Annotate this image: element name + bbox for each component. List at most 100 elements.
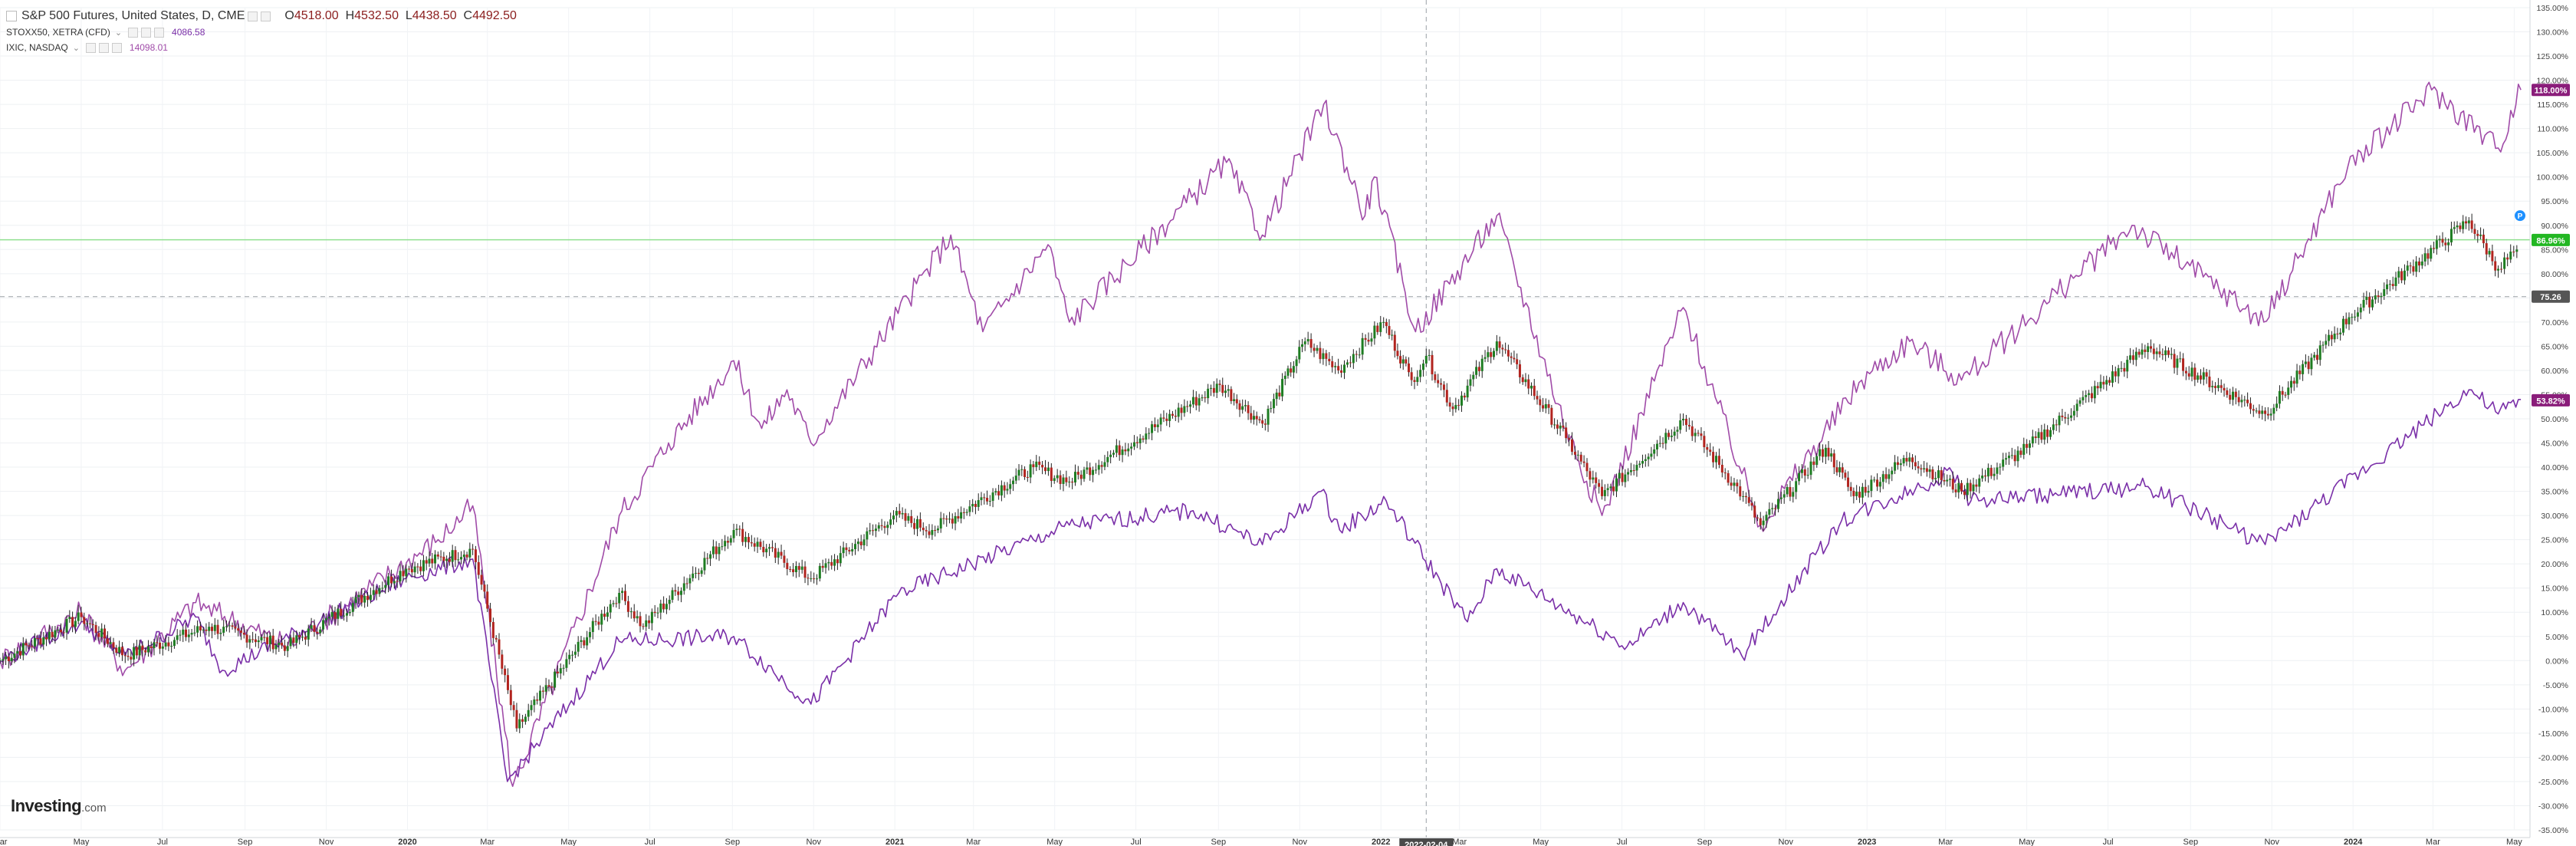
candle-body: [656, 612, 659, 614]
candle-body: [1733, 482, 1736, 486]
y-tick-label: 20.00%: [2541, 560, 2568, 569]
candle-body: [7, 657, 10, 662]
candle-body: [2362, 300, 2365, 308]
y-tick-label: 70.00%: [2541, 318, 2568, 328]
candle-body: [2281, 390, 2284, 395]
candle-body: [2356, 312, 2359, 317]
settings-icon[interactable]: [248, 11, 258, 21]
candle-body: [1573, 451, 1576, 455]
candle-body: [1867, 491, 1870, 493]
candle-body: [1466, 385, 1469, 398]
candle-body: [1191, 397, 1194, 405]
candle-body: [880, 525, 883, 526]
candle-body: [1803, 469, 1806, 476]
candle-body: [343, 615, 346, 617]
candle-body: [1151, 424, 1154, 433]
candle-body: [1319, 347, 1322, 360]
x-tick-label: 2020: [398, 838, 416, 846]
candle-body: [1346, 362, 1349, 365]
candle-body: [97, 633, 100, 637]
legend-stoxx-symbol[interactable]: STOXX50, XETRA (CFD): [6, 27, 110, 38]
candle-body: [1844, 472, 1847, 478]
candle-body: [286, 646, 289, 651]
candle-body: [2237, 397, 2240, 403]
candle-body: [2406, 265, 2409, 271]
candle-body: [1679, 420, 1682, 430]
candle-body: [504, 668, 507, 676]
candle-body: [1516, 359, 1519, 364]
close-icon[interactable]: [111, 42, 122, 53]
candle-body: [1609, 486, 1612, 489]
candle-body: [818, 565, 821, 579]
candle-body: [1207, 388, 1210, 399]
candle-body: [833, 559, 836, 566]
candle-body: [1510, 356, 1513, 358]
legend-main-symbol[interactable]: S&P 500 Futures, United States, D, CME: [21, 9, 245, 22]
candle-body: [1835, 467, 1838, 472]
candle-body: [901, 512, 904, 515]
candle-body: [2096, 386, 2099, 389]
candle-body: [91, 624, 94, 625]
candle-body: [1194, 397, 1198, 406]
y-tick-label: 115.00%: [2537, 100, 2568, 110]
candle-body: [1595, 477, 1598, 483]
candle-body: [1385, 321, 1388, 327]
candle-body: [1437, 380, 1440, 383]
candle-body: [2234, 391, 2237, 397]
candle-body: [571, 654, 574, 656]
candle-body: [161, 646, 164, 649]
candle-body: [1676, 430, 1679, 432]
candle-body: [668, 600, 671, 604]
candle-body: [910, 515, 913, 523]
candle-body: [1946, 479, 1949, 482]
chevron-down-icon[interactable]: ⌄: [72, 43, 80, 53]
candle-body: [1495, 341, 1498, 351]
x-tick-label: 2022: [1372, 838, 1390, 846]
candle-body: [1272, 399, 1275, 409]
candle-body: [439, 556, 442, 558]
legend-stoxx-row[interactable]: STOXX50, XETRA (CFD) ⌄ 4086.58: [6, 25, 517, 40]
candle-body: [1943, 479, 1946, 482]
candle-body: [1364, 337, 1367, 340]
y-tick-label: 0.00%: [2545, 657, 2568, 666]
candle-body: [1647, 456, 1650, 459]
visibility-icon[interactable]: [85, 42, 96, 53]
settings-icon[interactable]: [141, 27, 152, 38]
visibility-icon[interactable]: [128, 27, 139, 38]
candle-body: [1127, 448, 1130, 452]
low-label: L: [405, 9, 412, 22]
visibility-toggle-icon[interactable]: [6, 11, 17, 21]
candle-body: [106, 638, 109, 644]
candle-body: [1849, 486, 1852, 491]
candle-body: [591, 621, 594, 633]
candle-body: [2088, 393, 2091, 396]
candle-body: [1186, 406, 1189, 407]
candle-body: [1917, 466, 1920, 469]
candle-body: [913, 522, 916, 529]
candle-body: [1210, 387, 1213, 389]
settings-icon[interactable]: [98, 42, 109, 53]
candle-body: [1238, 403, 1241, 410]
candle-body: [1931, 469, 1934, 479]
chevron-down-icon[interactable]: ⌄: [114, 28, 123, 38]
candle-body: [1632, 470, 1635, 472]
candle-body: [1024, 469, 1027, 477]
candle-body: [10, 657, 13, 662]
candle-body: [726, 541, 729, 543]
candle-body: [1655, 443, 1658, 449]
candle-body: [729, 538, 732, 543]
candle-body: [544, 685, 547, 692]
candle-body: [54, 630, 57, 637]
legend-main-row[interactable]: S&P 500 Futures, United States, D, CME O…: [6, 8, 517, 25]
legend-ixic-symbol[interactable]: IXIC, NASDAQ: [6, 42, 68, 53]
x-tick-label: Sep: [238, 838, 253, 846]
candle-body: [1408, 363, 1411, 373]
legend-ixic-row[interactable]: IXIC, NASDAQ ⌄ 14098.01: [6, 40, 517, 55]
candle-body: [1434, 374, 1437, 380]
candle-body: [2295, 370, 2298, 384]
close-icon[interactable]: [154, 27, 165, 38]
close-icon[interactable]: [261, 11, 271, 21]
candle-body: [872, 530, 875, 532]
candle-body: [718, 547, 721, 555]
